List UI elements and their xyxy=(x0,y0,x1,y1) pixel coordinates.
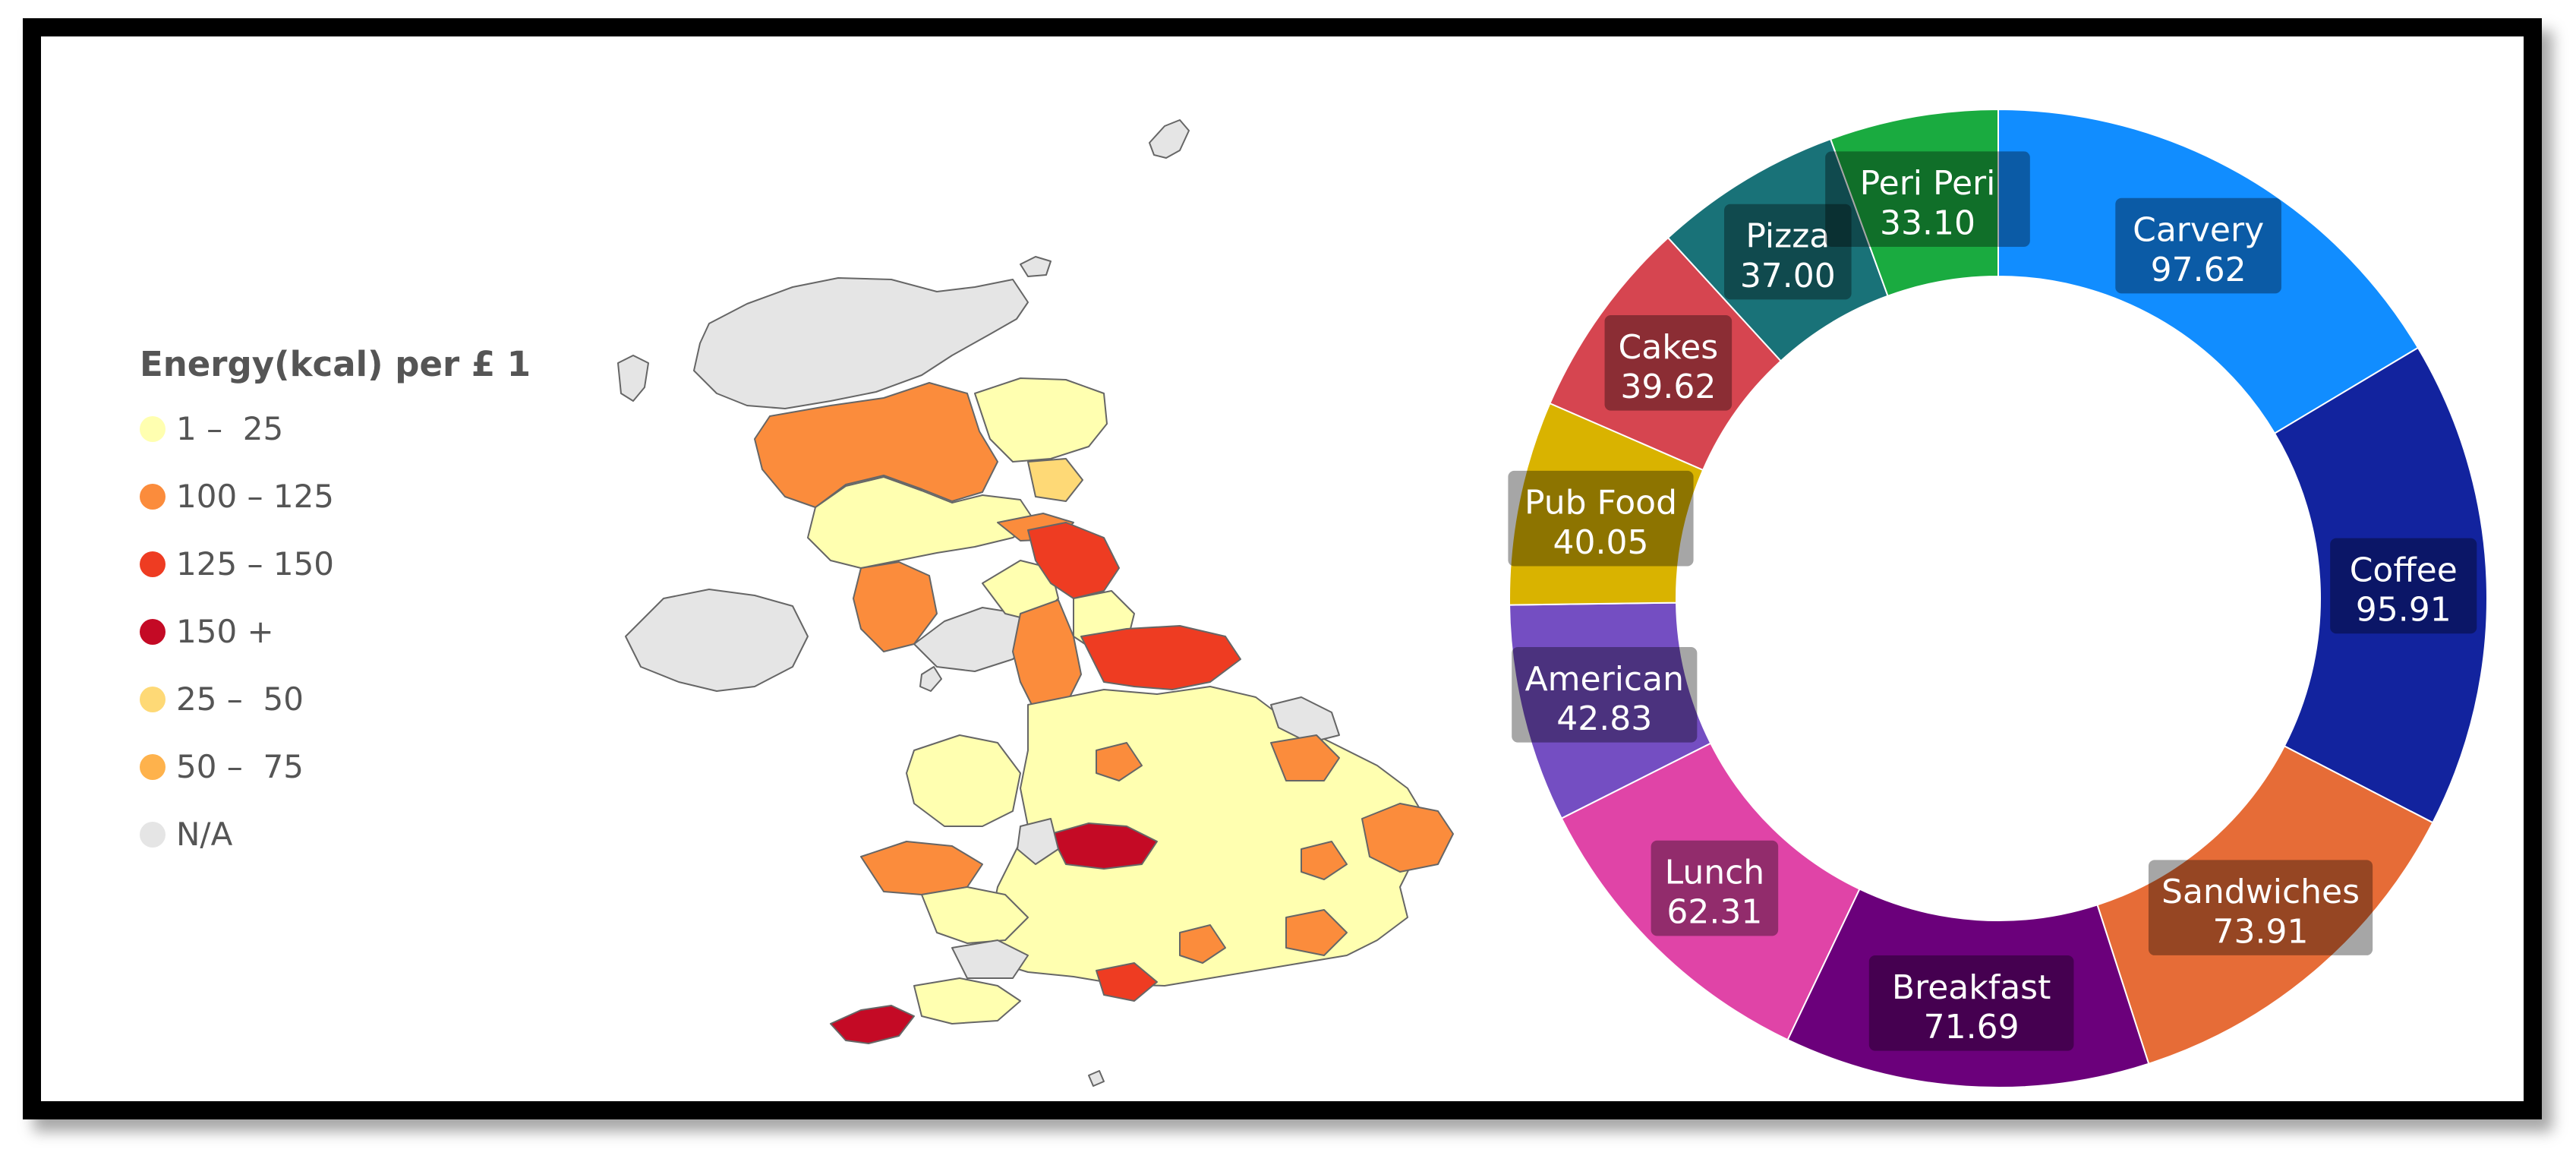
legend-label: 1 – 25 xyxy=(176,410,284,447)
map-region-isle-of-man[interactable] xyxy=(919,666,942,692)
legend-label: 100 – 125 xyxy=(176,478,335,515)
figure-frame: Energy(kcal) per £ 1 1 – 25 100 – 125 125 … xyxy=(23,18,2542,1119)
map-region-highland[interactable] xyxy=(693,277,1029,409)
slice-category-label: Breakfast xyxy=(1892,968,2051,1007)
figure-canvas: Energy(kcal) per £ 1 1 – 25 100 – 125 125 … xyxy=(41,36,2524,1101)
legend-item[interactable]: 50 – 75 xyxy=(140,733,531,800)
legend-item[interactable]: 25 – 50 xyxy=(140,665,531,733)
slice-value-label: 40.05 xyxy=(1553,523,1648,562)
slice-value-label: 33.10 xyxy=(1880,204,1975,242)
slice-category-label: Cakes xyxy=(1619,328,1719,367)
donut-slice-breakfast[interactable] xyxy=(1786,888,2150,1088)
map-region-northern-ireland[interactable] xyxy=(625,589,809,692)
map-region-hampshire[interactable] xyxy=(1179,924,1226,964)
legend-label: 150 + xyxy=(176,613,274,650)
slice-value-label: 97.62 xyxy=(2151,251,2247,289)
map-region-suffolk[interactable] xyxy=(1270,734,1340,781)
map-region-north-wales[interactable] xyxy=(906,734,1021,827)
map-region-northumberland[interactable] xyxy=(1027,522,1120,599)
slice-value-label: 73.91 xyxy=(2213,912,2309,951)
slice-category-label: Carvery xyxy=(2133,211,2264,250)
legend-label: N/A xyxy=(176,816,233,853)
legend-item[interactable]: 150 + xyxy=(140,598,531,665)
donut-slice-coffee[interactable] xyxy=(2273,346,2488,824)
slice-label-box xyxy=(1604,315,1733,411)
slice-label-box xyxy=(2330,538,2477,634)
map-region-orkney[interactable] xyxy=(1020,256,1052,277)
slice-value-label: 71.69 xyxy=(1924,1008,2019,1047)
legend-item[interactable]: 125 – 150 xyxy=(140,530,531,598)
map-region-west-midlands[interactable] xyxy=(1050,822,1158,870)
legend-swatch xyxy=(140,686,166,712)
map-region-aberdeenshire[interactable] xyxy=(974,377,1108,463)
slice-value-label: 42.83 xyxy=(1556,699,1652,738)
slice-label-box xyxy=(1724,204,1852,300)
map-region-bedfordshire[interactable] xyxy=(1301,841,1348,880)
slice-label-box xyxy=(2148,860,2373,955)
map-region-shropshire[interactable] xyxy=(1017,818,1059,865)
legend-swatch xyxy=(140,821,166,848)
map-region-somerset[interactable] xyxy=(951,939,1029,979)
map-region-argyll[interactable] xyxy=(754,382,998,508)
legend-label: 125 – 150 xyxy=(176,545,335,582)
legend-label: 25 – 50 xyxy=(176,680,304,718)
slice-value-label: 95.91 xyxy=(2356,591,2451,630)
legend-swatch xyxy=(140,753,166,780)
map-region-devon[interactable] xyxy=(913,977,1021,1025)
slice-value-label: 62.31 xyxy=(1666,893,1762,932)
legend-swatch xyxy=(140,551,166,577)
slice-category-label: Lunch xyxy=(1665,854,1765,892)
map-region-shetland[interactable] xyxy=(1149,119,1190,159)
slice-category-label: Coffee xyxy=(2350,551,2458,589)
legend-label: 50 – 75 xyxy=(176,748,304,785)
map-region-channel-islands[interactable] xyxy=(1088,1070,1105,1087)
map-region-dorset[interactable] xyxy=(1096,962,1158,1002)
map-region-western-isles[interactable] xyxy=(617,355,649,402)
map-region-lincolnshire[interactable] xyxy=(1270,696,1340,744)
legend-item[interactable]: 100 – 125 xyxy=(140,463,531,530)
slice-label-box xyxy=(1512,647,1698,743)
slice-category-label: Pizza xyxy=(1745,217,1830,256)
slice-label-box xyxy=(1868,955,2074,1051)
map-region-cheshire[interactable] xyxy=(1096,742,1143,781)
donut-slice-peri-peri[interactable] xyxy=(1829,108,1999,298)
legend-swatch xyxy=(140,415,166,442)
map-region-cornwall[interactable] xyxy=(830,1005,915,1044)
slice-category-label: Peri Peri xyxy=(1860,164,1996,203)
map-region-angus[interactable] xyxy=(1027,458,1083,502)
map-region-kent[interactable] xyxy=(1285,909,1348,956)
slice-value-label: 39.62 xyxy=(1620,368,1716,406)
legend-item[interactable]: N/A xyxy=(140,800,531,868)
map-region-south-wales[interactable] xyxy=(921,886,1029,944)
slice-value-label: 37.00 xyxy=(1740,257,1836,295)
map-region-norfolk[interactable] xyxy=(1361,803,1454,873)
map-region-yorkshire[interactable] xyxy=(1080,625,1241,690)
slice-label-box xyxy=(1508,470,1694,567)
legend-swatch xyxy=(140,618,166,645)
legend-swatch xyxy=(140,483,166,510)
slice-label-box xyxy=(1825,151,2030,247)
slice-category-label: Sandwiches xyxy=(2161,873,2360,911)
uk-choropleth-map[interactable] xyxy=(41,36,2524,1101)
legend-item[interactable]: 1 – 25 xyxy=(140,395,531,463)
slice-label-box xyxy=(1651,840,1779,936)
map-legend: Energy(kcal) per £ 1 1 – 25 100 – 125 125 … xyxy=(140,344,531,868)
slice-category-label: American xyxy=(1525,660,1684,699)
slice-label-box xyxy=(2115,197,2281,294)
map-region-west-wales[interactable] xyxy=(860,841,983,895)
donut-slice-carvery[interactable] xyxy=(1997,108,2420,435)
slice-category-label: Pub Food xyxy=(1524,484,1677,523)
legend-title: Energy(kcal) per £ 1 xyxy=(140,344,531,384)
